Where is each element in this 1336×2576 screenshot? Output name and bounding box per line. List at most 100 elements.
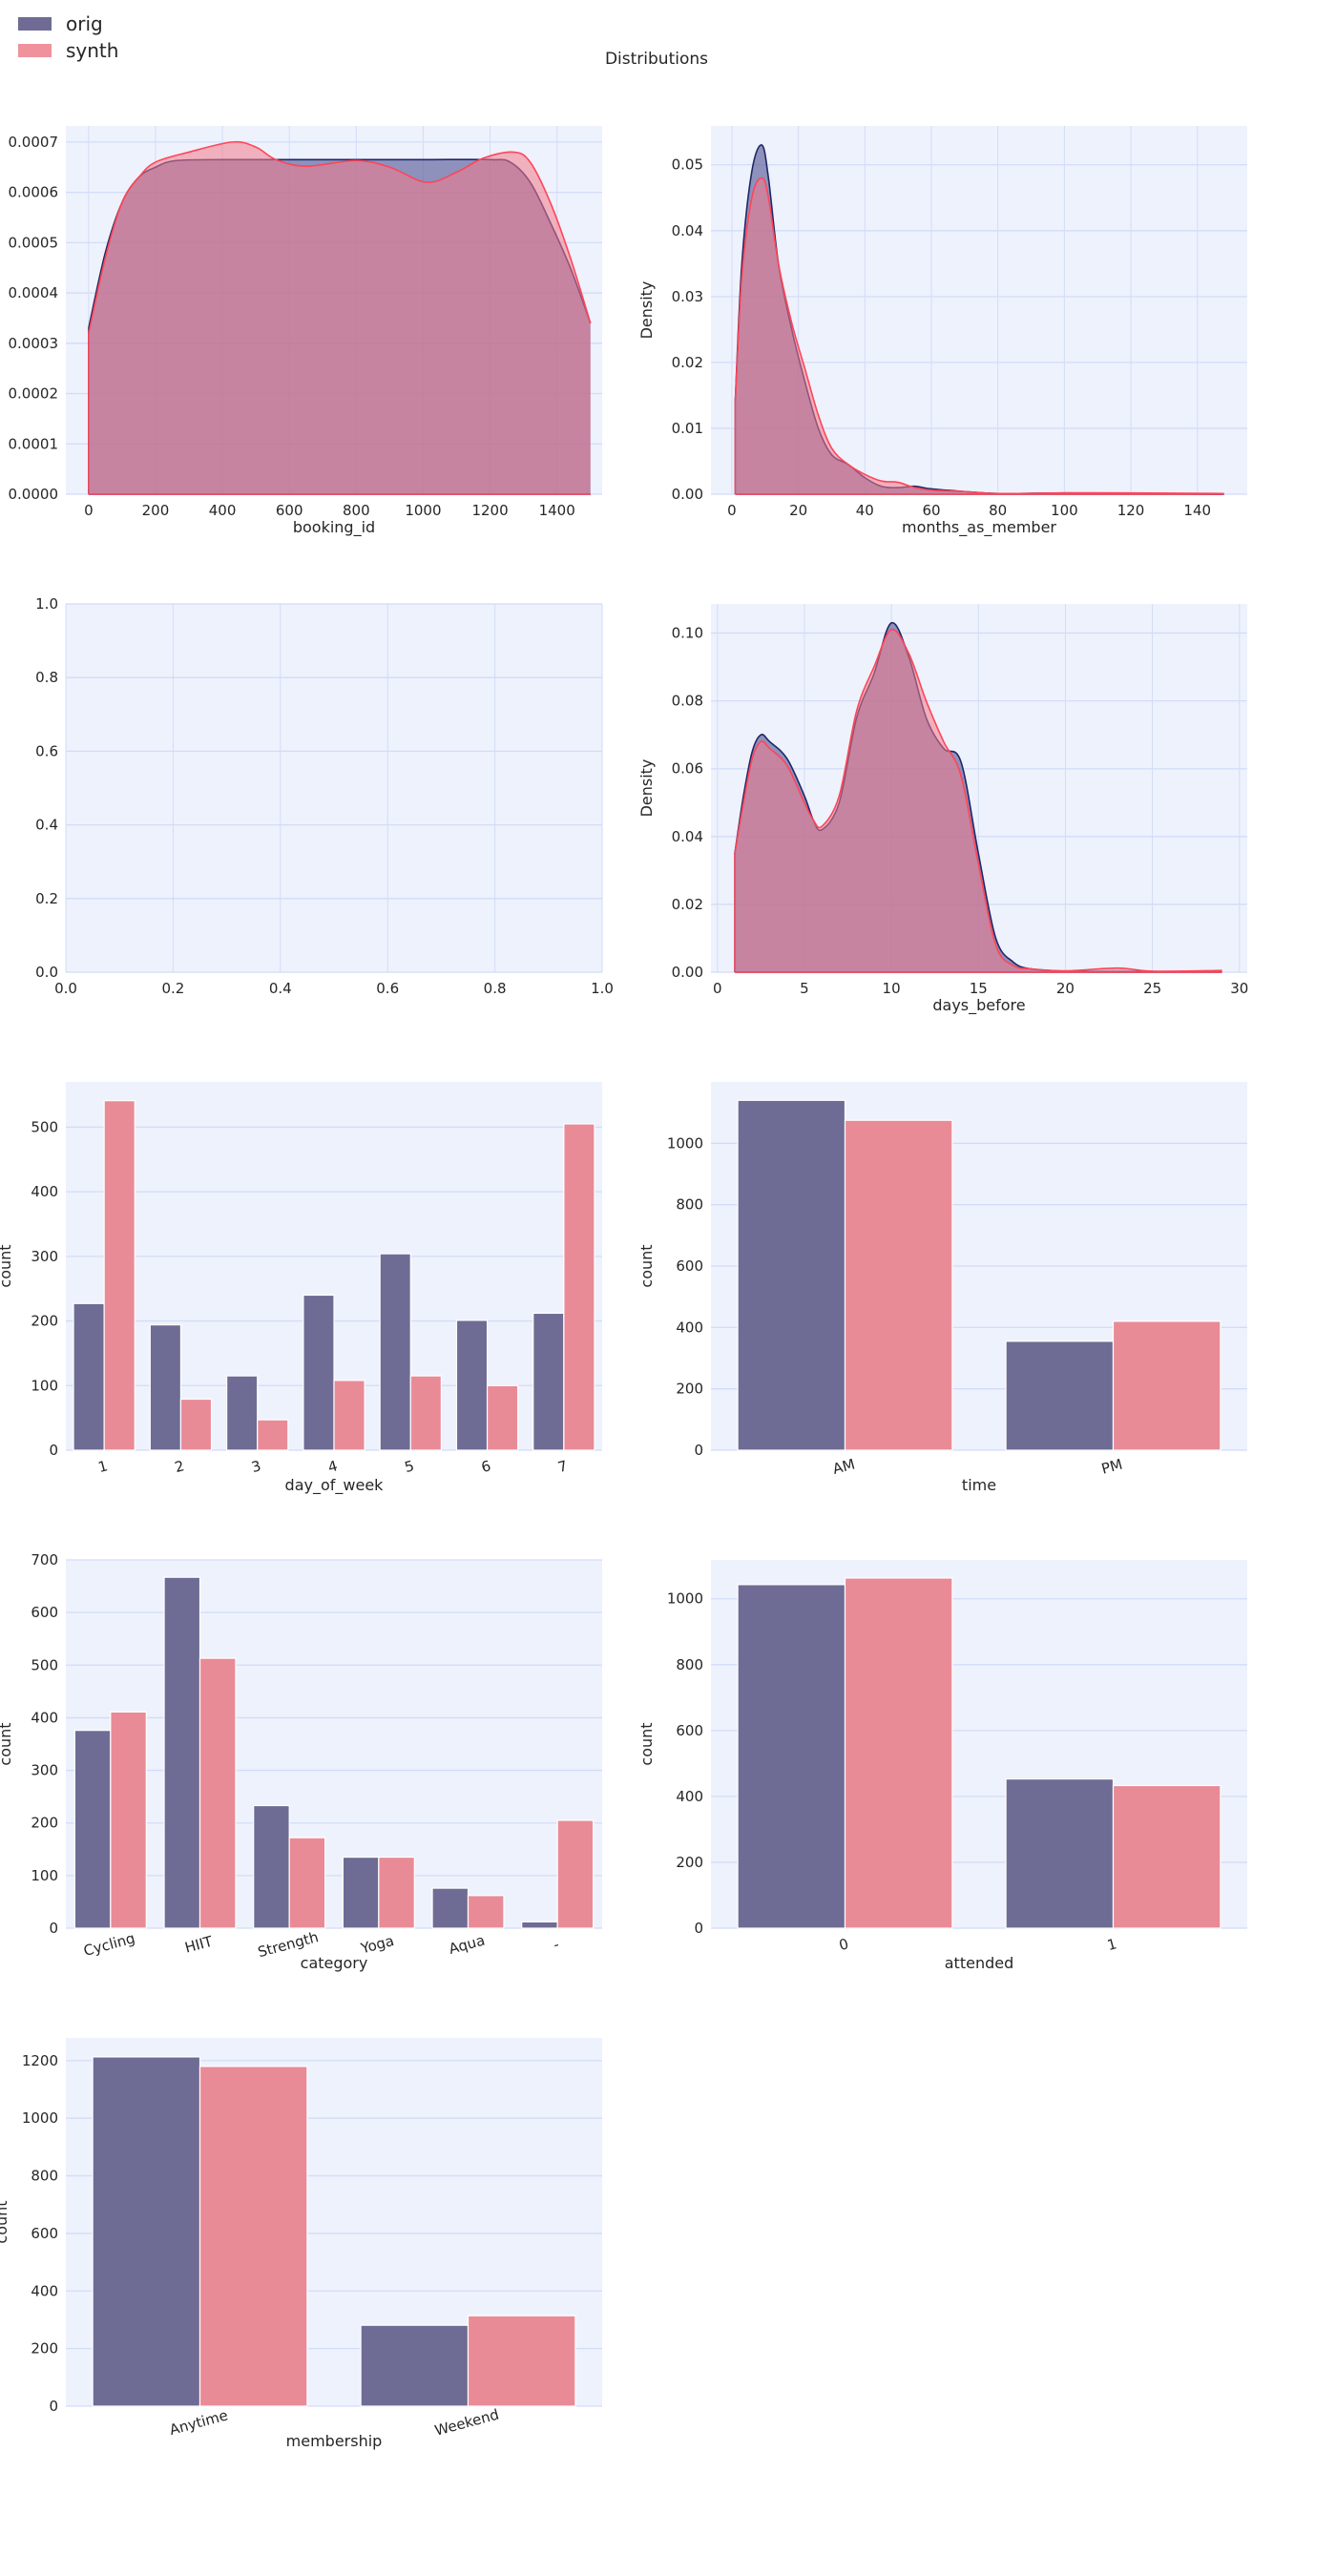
x-tick-label: 60	[922, 502, 940, 519]
x-tick-label: PM	[1099, 1456, 1124, 1478]
y-tick-label: 600	[676, 1722, 703, 1739]
bar-synth-2	[179, 1398, 213, 1451]
kde-line-synth	[734, 629, 1222, 972]
x-tick-label: 10	[883, 980, 901, 997]
kde-fill-synth	[88, 141, 591, 494]
bar-synth-Aqua	[467, 1895, 505, 1929]
y-tick-label: 200	[31, 1815, 58, 1832]
y-tick-label: 600	[31, 1604, 58, 1621]
y-tick-label: 0.08	[672, 693, 703, 710]
x-tick-label: 1	[96, 1457, 110, 1476]
bar-orig-1	[73, 1302, 105, 1451]
y-tick-label: 0.00	[672, 486, 703, 503]
x-axis-label: time	[962, 1476, 996, 1494]
legend-label-synth: synth	[66, 39, 118, 62]
y-tick-label: 0.0000	[9, 486, 59, 503]
x-tick-label: 0.2	[161, 980, 184, 997]
bar-synth-4	[333, 1380, 365, 1451]
y-tick-label: 0.10	[672, 625, 703, 642]
x-tick-label: 40	[856, 502, 874, 519]
bar-synth-AM	[844, 1119, 953, 1451]
y-tick-label: 0	[694, 1920, 703, 1937]
x-tick-label: 15	[970, 980, 988, 997]
x-tick-label: 600	[276, 502, 303, 519]
bar-synth-Anytime	[198, 2066, 308, 2407]
x-tick-label: 6	[479, 1457, 492, 1476]
bar-orig-Strength	[253, 1804, 290, 1929]
x-tick-label: 2	[173, 1457, 186, 1476]
y-tick-label: 800	[676, 1656, 703, 1673]
x-tick-label: 200	[142, 502, 170, 519]
y-tick-label: 0.0004	[9, 284, 59, 301]
bar-synth-6	[486, 1384, 519, 1451]
bar-orig-1	[1005, 1777, 1115, 1929]
x-axis-label: category	[301, 1954, 368, 1972]
kde-fill-synth	[735, 177, 1224, 495]
bar-orig-5	[379, 1253, 411, 1451]
y-axis-label: Density	[637, 759, 656, 818]
kde-fill-synth	[734, 629, 1222, 972]
y-tick-label: 1200	[22, 2052, 58, 2069]
chart-booking_id: 0 200 400 600 800 1000 1200 1400 0.0000 0.0001 0.0…	[9, 126, 602, 537]
x-tick-label: 4	[326, 1457, 340, 1476]
x-tick-label: AM	[831, 1455, 857, 1477]
x-axis-label: days_before	[932, 996, 1025, 1015]
y-tick-label: 0.0006	[9, 184, 59, 201]
x-tick-label: 1200	[471, 502, 508, 519]
y-tick-label: 0	[49, 2398, 58, 2415]
legend-swatch-orig	[18, 17, 52, 31]
x-tick-label: 120	[1117, 502, 1145, 519]
x-tick-label: 0.6	[376, 980, 399, 997]
y-tick-label: 600	[676, 1257, 703, 1275]
legend-swatch-synth	[18, 44, 52, 57]
x-tick-label: 0	[727, 502, 737, 519]
y-tick-label: 0.0001	[9, 435, 59, 452]
x-tick-label: 1	[1105, 1935, 1118, 1954]
bar-orig-4	[303, 1294, 335, 1451]
x-tick-label: 0	[713, 980, 722, 997]
bar-orig--	[521, 1921, 558, 1929]
bar-synth-PM	[1112, 1320, 1221, 1451]
kde-line-synth	[734, 177, 1224, 495]
x-tick-label: 30	[1230, 980, 1248, 997]
y-tick-label: 1.0	[35, 595, 58, 613]
y-tick-label: 400	[676, 1319, 703, 1336]
y-tick-label: 200	[676, 1381, 703, 1398]
y-tick-label: 1000	[667, 1134, 703, 1152]
y-tick-label: 600	[31, 2225, 58, 2242]
y-tick-label: 0.2	[35, 890, 58, 907]
y-tick-label: 1000	[667, 1590, 703, 1608]
x-axis-label: membership	[286, 2432, 383, 2450]
x-tick-label: 0.0	[54, 980, 77, 997]
legend: orig synth	[18, 12, 118, 62]
chart-time: 0 200 400 600 800 1000 AM PM time count	[637, 1082, 1247, 1494]
chart-months_as_member: 0 20 40 60 80 100 120 140 0.00 0.01 0.02 0.03 0.04 0.…	[637, 126, 1247, 537]
bar-orig-2	[149, 1324, 182, 1451]
y-tick-label: 700	[31, 1551, 58, 1568]
legend-label-orig: orig	[66, 12, 103, 35]
y-tick-label: 200	[31, 2340, 58, 2358]
y-tick-label: 0.04	[672, 222, 703, 239]
y-tick-label: 500	[31, 1118, 58, 1135]
y-tick-label: 0.0002	[9, 385, 59, 403]
x-tick-label: 1000	[405, 502, 441, 519]
x-tick-label: Anytime	[168, 2406, 230, 2439]
x-axis-label: booking_id	[293, 518, 375, 537]
bar-orig-6	[455, 1319, 489, 1451]
bar-synth-7	[563, 1123, 595, 1451]
x-tick-label: 400	[209, 502, 237, 519]
x-tick-label: 5	[800, 980, 809, 997]
bar-orig-7	[532, 1312, 565, 1451]
y-tick-label: 0.6	[35, 742, 58, 759]
bar-orig-Aqua	[431, 1887, 470, 1929]
x-tick-label: 0.4	[269, 980, 292, 997]
x-tick-label: -	[552, 1936, 561, 1954]
x-tick-label: 5	[403, 1457, 416, 1476]
x-tick-label: 100	[1051, 502, 1078, 519]
chart-attended: 0 200 400 600 800 1000 0 1 attended count	[637, 1560, 1247, 1972]
bar-synth-0	[844, 1577, 953, 1929]
bar-synth-Yoga	[378, 1856, 415, 1929]
y-tick-label: 0.0	[35, 964, 58, 981]
